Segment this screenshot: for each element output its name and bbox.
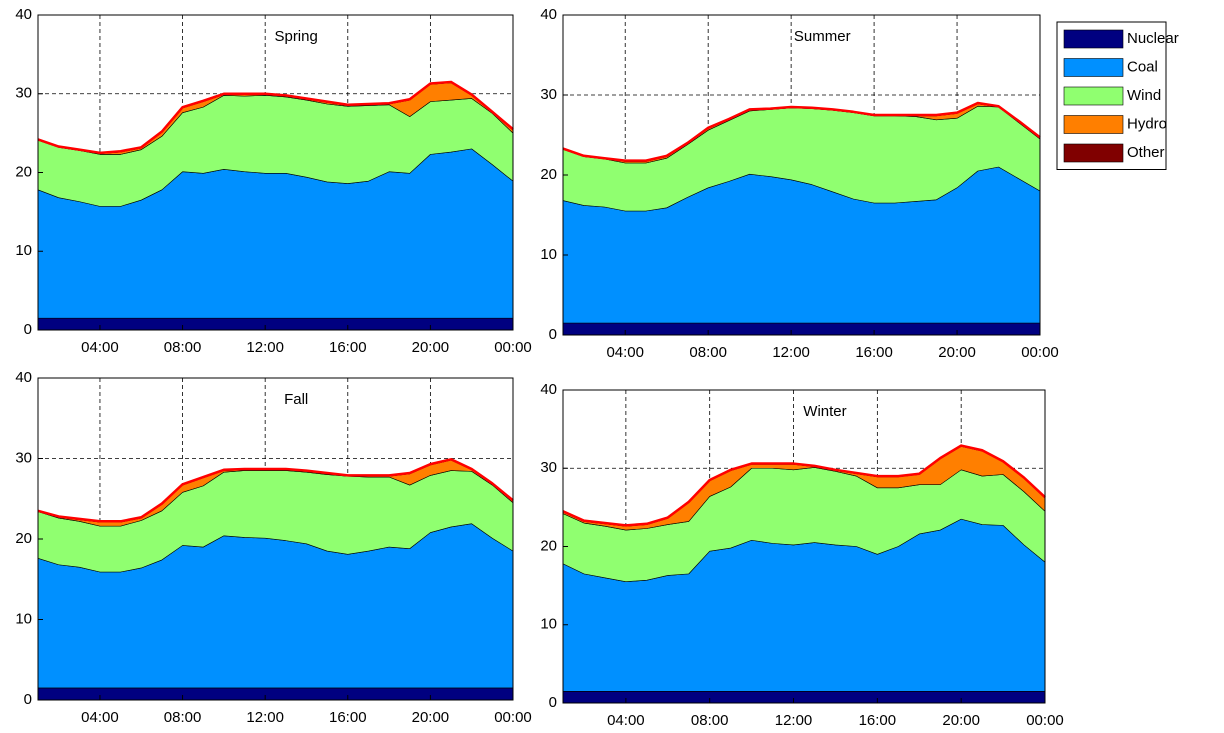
y-tick-label: 40 (15, 6, 32, 23)
legend-label: Hydro (1127, 115, 1167, 132)
y-tick-label: 40 (15, 369, 32, 386)
x-tick-label: 12:00 (246, 339, 284, 356)
area (562, 322, 1041, 336)
legend-label: Wind (1127, 87, 1161, 104)
legend-swatch (1063, 115, 1124, 134)
subplot-title: Summer (794, 28, 851, 45)
total-outline (562, 444, 1046, 527)
y-tick-label: 20 (15, 530, 32, 547)
total-outline (562, 101, 1041, 162)
subplot: 04:00 08:00 12:00 16:00 20:00 00:00 0 10 20 30 40 F… (15, 369, 531, 726)
y-tick-label: 20 (15, 163, 32, 180)
x-tick-label: 08:00 (164, 709, 202, 726)
y-tick-label: 40 (540, 6, 557, 23)
x-tick-label: 04:00 (607, 712, 645, 729)
y-tick-label: 0 (549, 694, 557, 711)
y-tick-label: 20 (540, 537, 557, 554)
subplot-title: Winter (803, 403, 846, 420)
x-tick-label: 00:00 (1026, 712, 1064, 729)
y-tick-label: 30 (15, 449, 32, 466)
y-tick-label: 10 (15, 610, 32, 627)
x-tick-label: 20:00 (938, 344, 976, 361)
subplot-title: Spring (274, 28, 317, 45)
total-outline (37, 458, 514, 523)
x-tick-label: 16:00 (855, 344, 893, 361)
subplot: 04:00 08:00 12:00 16:00 20:00 00:00 0 10 20 30 40 W… (540, 381, 1063, 729)
x-tick-label: 04:00 (81, 339, 119, 356)
x-tick-label: 16:00 (329, 339, 367, 356)
subplot: 04:00 08:00 12:00 16:00 20:00 00:00 0 10 20 30 40 S… (540, 6, 1178, 361)
x-tick-label: 20:00 (942, 712, 980, 729)
total-outline (37, 80, 514, 155)
y-tick-label: 30 (15, 85, 32, 102)
x-tick-label: 12:00 (246, 709, 284, 726)
legend-swatch (1063, 58, 1124, 77)
x-tick-label: 00:00 (494, 339, 532, 356)
y-tick-label: 0 (549, 326, 557, 343)
y-tick-label: 20 (540, 166, 557, 183)
x-tick-label: 04:00 (81, 709, 119, 726)
x-tick-label: 12:00 (772, 344, 810, 361)
x-tick-label: 20:00 (412, 709, 450, 726)
y-tick-label: 10 (15, 242, 32, 259)
area (37, 317, 514, 331)
x-tick-label: 08:00 (164, 339, 202, 356)
x-tick-label: 20:00 (412, 339, 450, 356)
legend-label: Coal (1127, 58, 1158, 75)
area (562, 690, 1046, 704)
subplot: 04:00 08:00 12:00 16:00 20:00 00:00 0 10 20 30 40 S… (15, 6, 531, 356)
subplot-title: Fall (284, 391, 308, 408)
legend-swatch (1063, 86, 1124, 106)
x-tick-label: 04:00 (606, 344, 644, 361)
y-tick-label: 0 (24, 321, 32, 338)
y-tick-label: 0 (24, 691, 32, 708)
x-tick-label: 16:00 (329, 709, 367, 726)
y-tick-label: 10 (540, 246, 557, 263)
x-tick-label: 12:00 (775, 712, 813, 729)
y-tick-label: 10 (540, 616, 557, 633)
legend-swatch (1063, 29, 1124, 49)
legend-label: Nuclear (1127, 30, 1179, 47)
y-tick-label: 30 (540, 459, 557, 476)
area (37, 687, 514, 701)
x-tick-label: 00:00 (494, 709, 532, 726)
legend-swatch (1063, 143, 1124, 163)
x-tick-label: 00:00 (1021, 344, 1059, 361)
y-tick-label: 30 (540, 86, 557, 103)
x-tick-label: 16:00 (859, 712, 897, 729)
x-tick-label: 08:00 (689, 344, 727, 361)
x-tick-label: 08:00 (691, 712, 729, 729)
legend-label: Other (1127, 144, 1165, 161)
y-tick-label: 40 (540, 381, 557, 398)
